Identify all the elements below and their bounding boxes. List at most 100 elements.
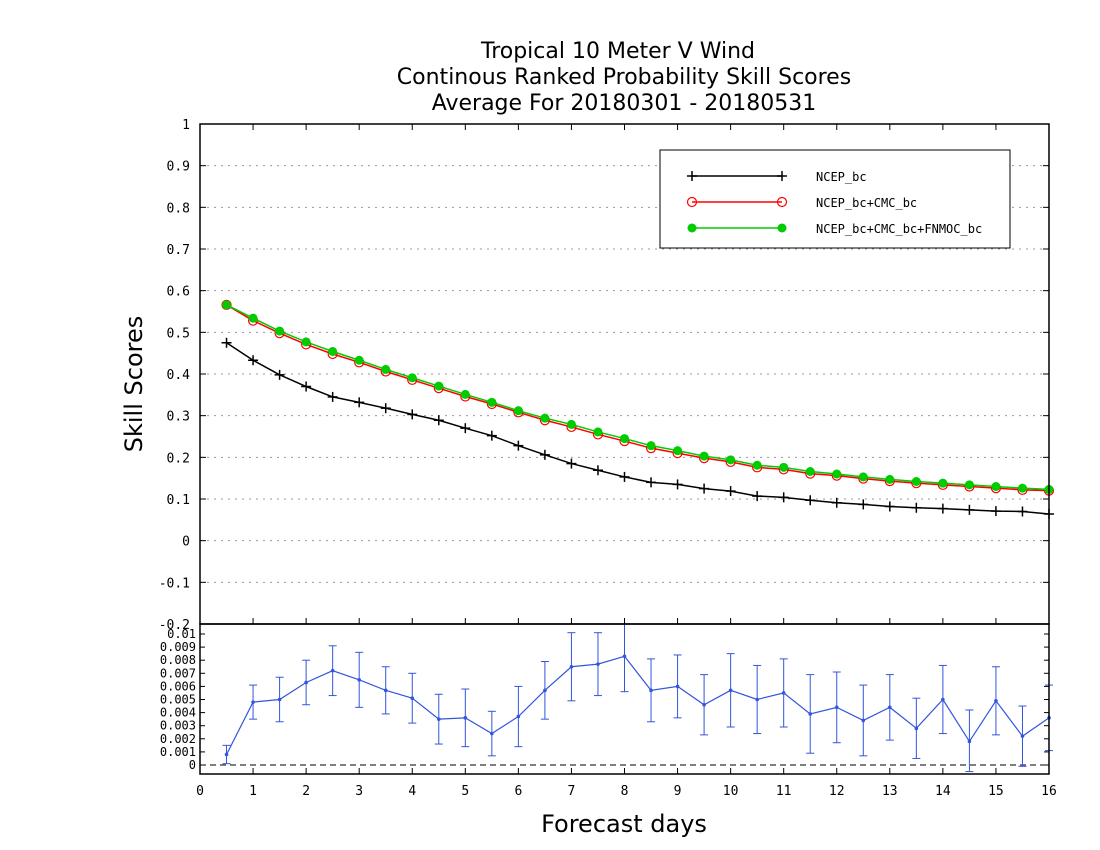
- data-point: [460, 389, 470, 399]
- y-axis-title: Skill Scores: [120, 316, 148, 453]
- diff-y-tick-label: 0.008: [160, 653, 196, 667]
- data-point: [884, 501, 895, 512]
- data-point: [1017, 483, 1027, 493]
- difference-point: [330, 668, 335, 673]
- data-point: [964, 504, 975, 515]
- error-bar: [514, 685, 523, 748]
- legend-box: [659, 149, 1011, 249]
- data-point: [328, 347, 338, 356]
- x-tick-label: 13: [882, 784, 898, 799]
- difference-point: [702, 702, 706, 707]
- data-point: [752, 460, 762, 470]
- data-point: [885, 474, 895, 484]
- error-bar: [832, 671, 841, 744]
- data-point: [275, 326, 285, 336]
- difference-point: [1020, 734, 1025, 738]
- y-tick-label: 0.1: [167, 493, 190, 508]
- error-bar: [885, 674, 894, 741]
- data-point: [248, 355, 259, 366]
- diff-y-tick-label: 0.004: [160, 706, 196, 720]
- error-bar: [938, 664, 947, 735]
- error-bar: [540, 661, 549, 720]
- diff-y-tick-label: 0.01: [167, 627, 196, 641]
- difference-point: [675, 684, 680, 689]
- data-point: [433, 415, 444, 426]
- y-tick-label: -0.2: [159, 618, 190, 633]
- x-tick-label: 4: [408, 784, 416, 799]
- y-tick-label: 0: [182, 535, 190, 550]
- data-point: [619, 471, 630, 482]
- data-point: [937, 503, 948, 514]
- difference-point: [861, 718, 866, 723]
- error-bar: [487, 710, 496, 757]
- data-point: [539, 449, 550, 460]
- legend-entry: NCEP_bc+CMC_bc: [686, 196, 917, 210]
- error-bar: [806, 674, 815, 754]
- difference-point: [622, 654, 627, 659]
- data-point: [646, 441, 656, 451]
- data-point: [327, 391, 338, 402]
- data-point: [380, 403, 391, 414]
- x-tick-label: 5: [461, 784, 469, 799]
- data-point: [407, 409, 418, 420]
- y-tick-label: 0.2: [167, 451, 190, 466]
- error-bar: [647, 658, 656, 723]
- series-line: [226, 342, 1050, 515]
- error-bar: [328, 645, 337, 697]
- x-tick-label: 12: [829, 784, 845, 799]
- difference-point: [277, 697, 282, 702]
- data-point: [832, 469, 842, 479]
- x-tick-label: 15: [988, 784, 1004, 799]
- diff-y-tick-label: 0.001: [160, 745, 196, 759]
- data-point: [672, 479, 683, 490]
- data-point: [301, 337, 311, 347]
- data-point: [592, 465, 603, 476]
- legend: NCEP_bc NCEP_bc+CMC_bc NCEP_bc+CMC_bc+FNMO…: [659, 149, 1011, 249]
- x-tick-label: 9: [674, 784, 682, 799]
- legend-label: NCEP_bc: [816, 170, 867, 184]
- data-point: [805, 467, 815, 476]
- error-bar: [461, 688, 470, 748]
- data-point: [486, 430, 497, 441]
- data-point: [805, 495, 816, 506]
- y-tick-label: 1: [182, 118, 190, 133]
- difference-point: [490, 731, 494, 736]
- legend-marker: [687, 171, 697, 181]
- legend-marker: [776, 196, 788, 208]
- data-point: [354, 397, 365, 408]
- data-point: [566, 458, 577, 469]
- error-bar: [991, 666, 1000, 736]
- x-tick-label: 0: [196, 784, 204, 799]
- data-point: [725, 486, 736, 497]
- error-bar: [726, 653, 735, 728]
- diff-y-tick-label: 0: [189, 758, 196, 772]
- title-line-3: Average For 20180301 - 20180531: [432, 91, 817, 116]
- series-0: [221, 337, 1054, 519]
- error-bar: [222, 744, 231, 765]
- data-point: [593, 427, 603, 437]
- data-point: [540, 413, 550, 423]
- diff-y-tick-label: 0.009: [160, 640, 196, 654]
- error-bar: [355, 651, 364, 708]
- x-tick-label: 3: [355, 784, 363, 799]
- difference-point: [888, 705, 892, 710]
- data-point: [831, 497, 842, 508]
- error-bar: [302, 659, 311, 706]
- difference-point: [834, 705, 839, 710]
- legend-marker: [687, 223, 697, 233]
- series-1: [221, 299, 1055, 496]
- data-point: [381, 364, 391, 374]
- difference-point: [463, 716, 468, 720]
- x-axis-title: Forecast days: [541, 810, 707, 838]
- difference-point: [569, 664, 574, 669]
- error-bar: [779, 658, 788, 728]
- data-point: [990, 506, 1001, 517]
- error-bar: [1018, 705, 1027, 767]
- data-point: [620, 434, 629, 444]
- x-tick-label: 1: [249, 784, 257, 799]
- series-2: [222, 300, 1054, 494]
- error-bar: [753, 664, 762, 735]
- diff-y-tick-label: 0.002: [160, 732, 196, 746]
- x-tick-label: 10: [723, 784, 739, 799]
- data-point: [646, 477, 657, 488]
